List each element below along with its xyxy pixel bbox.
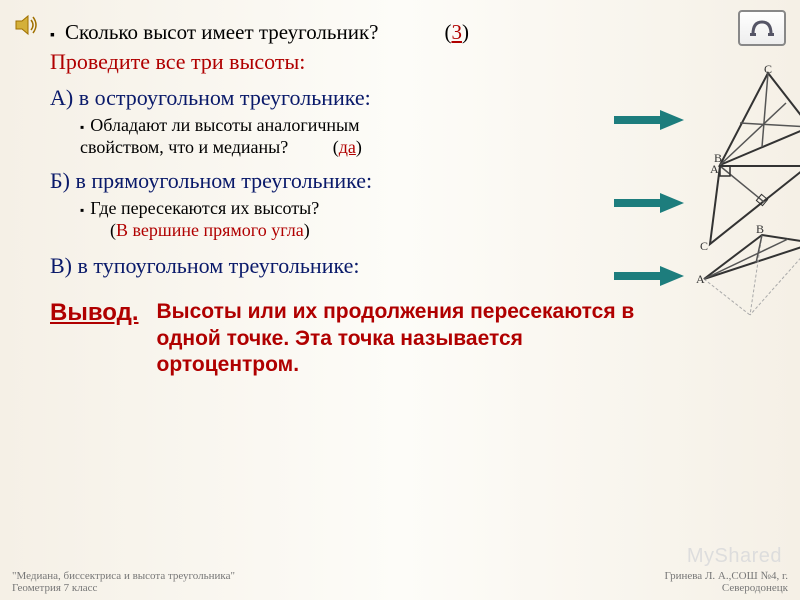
conclusion-label: Вывод. xyxy=(50,299,139,327)
case-a-bullet: ▪Обладают ли высоты аналогичным свойство… xyxy=(80,115,410,158)
question-text: Сколько высот имеет треугольник? xyxy=(65,20,379,45)
case-b-bullet: ▪Где пересекаются их высоты? (В вершине … xyxy=(80,198,410,241)
case-b-text: Где пересекаются их высоты? xyxy=(90,198,319,218)
bullet-icon: ▪ xyxy=(80,120,84,134)
paren-close: ) xyxy=(304,220,310,240)
footer-left: "Медиана, биссектриса и высота треугольн… xyxy=(12,570,272,594)
svg-text:B: B xyxy=(756,222,764,236)
conclusion-text: Высоты или их продолжения пересекаются в… xyxy=(157,299,657,378)
bullet-icon: ▪ xyxy=(50,28,55,44)
arrow-icon xyxy=(614,190,684,216)
paren-close: ) xyxy=(462,20,469,44)
watermark: MyShared xyxy=(687,545,782,568)
svg-text:C: C xyxy=(764,65,772,76)
bullet-icon: ▪ xyxy=(80,203,84,217)
svg-text:A: A xyxy=(696,272,705,286)
footer-right: Гринева Л. А.,СОШ №4, г. Северодонецк xyxy=(608,570,788,594)
case-b-answer: В вершине прямого угла xyxy=(116,220,304,240)
paren-close: ) xyxy=(356,137,362,157)
case-a-text: Обладают ли высоты аналогичным свойством… xyxy=(80,115,360,157)
arrow-icon xyxy=(614,107,684,133)
arrow-icon xyxy=(614,263,684,289)
svg-text:B: B xyxy=(714,151,722,165)
question-line: ▪ Сколько высот имеет треугольник? (3) xyxy=(50,20,790,45)
answer-value: 3 xyxy=(451,20,462,44)
case-a-answer: да xyxy=(339,137,356,157)
obtuse-triangle-diagram: A B C xyxy=(690,221,800,331)
